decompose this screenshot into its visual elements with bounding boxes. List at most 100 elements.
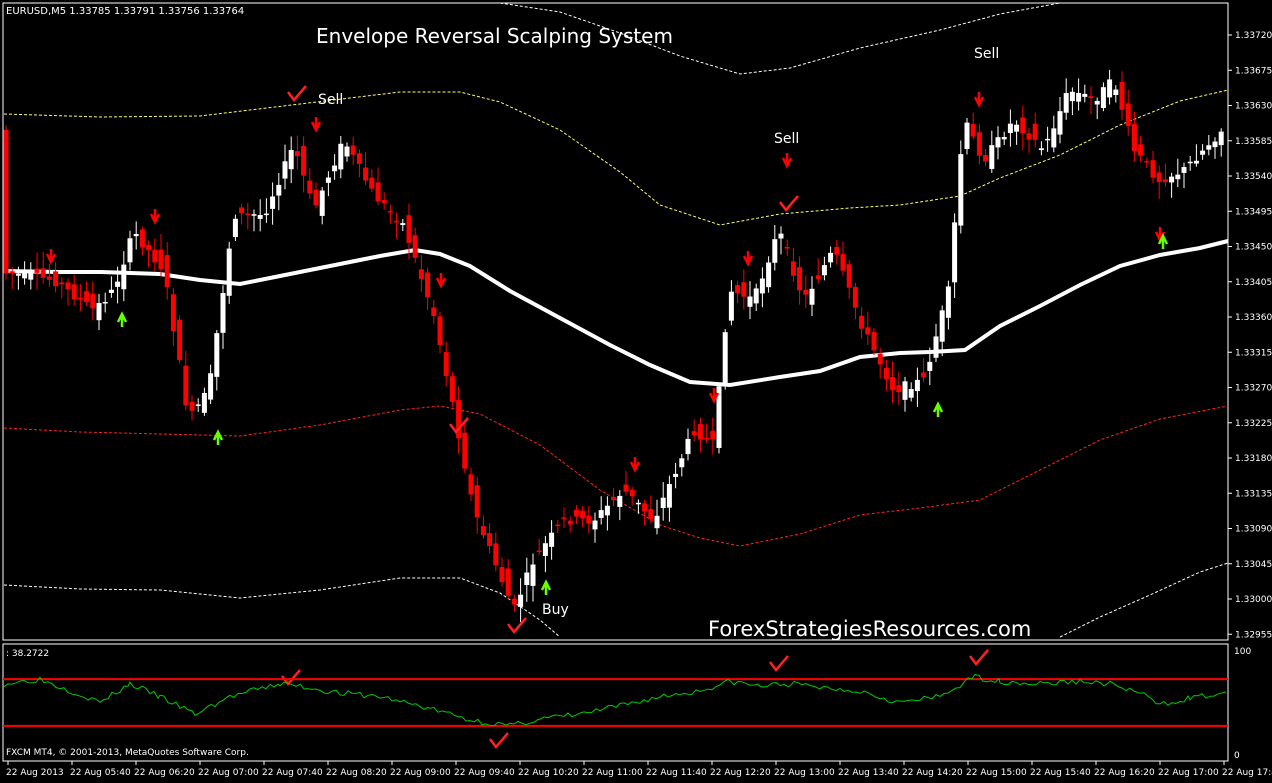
price-tick-label: 1.33720 (1235, 31, 1272, 41)
sell-arrow-icon (149, 209, 161, 225)
bear-candle (406, 215, 412, 243)
bear-candle (53, 271, 59, 287)
bear-candle (983, 154, 989, 162)
bear-candle (71, 284, 77, 300)
bear-candle (896, 385, 902, 393)
bull-candle (908, 389, 914, 398)
bear-candle (1131, 124, 1137, 152)
bull-candle (1094, 100, 1100, 105)
bull-candle (530, 564, 536, 586)
bull-candle (1175, 174, 1181, 180)
time-tick-label: 22 Aug 17:40 (1222, 768, 1272, 778)
time-tick-label: 22 Aug 07:00 (198, 768, 259, 778)
check-mark-icon (769, 655, 789, 672)
bull-candle (1206, 145, 1212, 150)
bull-candle (208, 373, 214, 400)
bear-candle (859, 315, 865, 329)
bear-candle (1032, 123, 1038, 140)
price-tick-label: 1.33315 (1235, 348, 1272, 358)
bear-candle (431, 307, 437, 317)
bear-candle (77, 297, 83, 300)
sell-arrow-icon (973, 92, 985, 108)
signal-label-sell-1: Sell (318, 92, 343, 108)
bear-candle (363, 167, 369, 181)
price-tick-label: 1.32955 (1235, 630, 1272, 640)
bull-candle (549, 532, 555, 547)
bull-candle (1001, 137, 1007, 140)
bull-candle (945, 286, 951, 318)
time-axis: 22 Aug 2013 22 Aug 05:40 22 Aug 06:20 22 Au… (6, 761, 1272, 778)
bull-candle (121, 264, 127, 290)
bull-candle (914, 379, 920, 392)
bear-candle (710, 430, 716, 440)
bear-candle (59, 282, 65, 285)
bear-candle (65, 282, 71, 290)
price-tick-label: 1.33675 (1235, 66, 1272, 76)
bull-candle (1212, 141, 1218, 148)
bull-candle (592, 520, 598, 530)
bear-candle (834, 246, 840, 255)
signal-label-buy: Buy (542, 602, 569, 618)
bull-candle (933, 336, 939, 358)
bear-candle (871, 331, 877, 351)
bear-candle (375, 182, 381, 202)
bull-candle (964, 122, 970, 150)
time-tick-label: 22 Aug 09:00 (390, 768, 451, 778)
bull-candle (778, 233, 784, 239)
bear-candle (561, 517, 567, 519)
bear-candle (1088, 96, 1094, 98)
candles (3, 69, 1224, 623)
bull-candle (270, 196, 276, 209)
bull-candle (1218, 131, 1224, 146)
bear-candle (394, 220, 400, 223)
bear-candle (1020, 117, 1026, 134)
check-mark-icon (969, 649, 989, 666)
symbol-info: EURUSD,M5 1.33785 1.33791 1.33756 1.3376… (6, 6, 244, 17)
bull-candle (325, 177, 331, 183)
bear-candle (152, 249, 158, 263)
bear-candle (573, 509, 579, 517)
bear-candle (883, 367, 889, 379)
bull-candle (22, 271, 28, 279)
bear-candle (474, 485, 480, 518)
bull-candle (102, 301, 108, 304)
bull-candle (1038, 148, 1044, 151)
time-tick-label: 22 Aug 06:20 (134, 768, 195, 778)
bear-candle (301, 145, 307, 176)
time-tick-label: 22 Aug 05:40 (70, 768, 131, 778)
buy-arrow-icon (1157, 233, 1169, 249)
bear-candle (580, 510, 586, 519)
price-tick-label: 1.33495 (1235, 207, 1272, 217)
oscillator-line (3, 673, 1227, 727)
price-tick-label: 1.33135 (1235, 489, 1272, 499)
bear-candle (46, 276, 52, 280)
time-tick-label: 22 Aug 13:40 (838, 768, 899, 778)
bull-candle (635, 502, 641, 505)
time-tick-label: 22 Aug 08:20 (326, 768, 387, 778)
bull-candle (133, 233, 139, 237)
bull-candle (195, 404, 201, 406)
time-tick-label: 22 Aug 10:20 (518, 768, 579, 778)
bear-candle (642, 503, 648, 512)
bull-candle (821, 265, 827, 276)
bull-candle (344, 146, 350, 157)
price-axis: 1.33720 1.33675 1.33630 1.33585 1.33540 1.334… (1228, 31, 1272, 640)
lower-envelope-inner (3, 405, 1229, 547)
bear-candle (437, 316, 443, 345)
bull-candle (524, 572, 530, 586)
check-mark-icon (281, 669, 301, 686)
bear-candle (499, 567, 505, 583)
price-tick-label: 1.33630 (1235, 102, 1272, 112)
bull-candle (332, 165, 338, 172)
bull-candle (28, 273, 34, 280)
bear-candle (189, 401, 195, 411)
bear-candle (443, 352, 449, 376)
bear-candle (245, 213, 251, 216)
bull-candle (666, 484, 672, 508)
bull-candle (288, 149, 294, 170)
bear-candle (239, 207, 245, 214)
buy-arrow-icon (932, 401, 944, 417)
time-tick-label: 22 Aug 2013 (6, 768, 64, 778)
price-tick-label: 1.33045 (1235, 560, 1272, 570)
bull-candle (115, 281, 121, 287)
